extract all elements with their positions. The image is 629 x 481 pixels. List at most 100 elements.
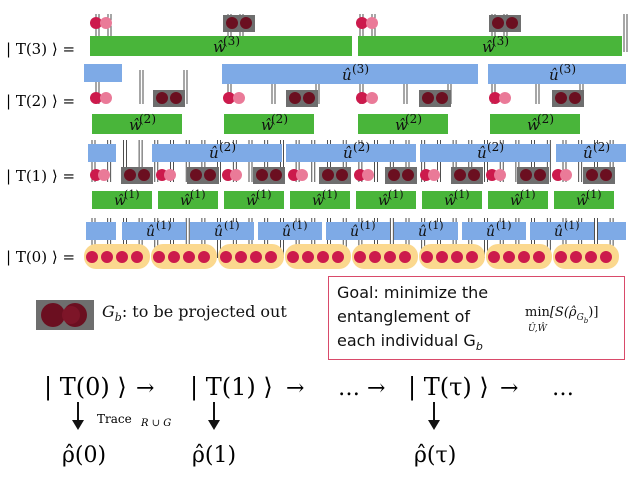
u1-gate xyxy=(394,222,458,240)
w3-gate xyxy=(90,36,352,56)
gb-dot xyxy=(336,169,348,181)
u1-gate xyxy=(190,222,254,240)
u2-gate-label: û xyxy=(209,144,219,162)
t3-dot xyxy=(366,17,378,29)
u1-gate-label: û xyxy=(146,224,155,240)
goal-line-3-sub: b xyxy=(475,340,483,354)
site-dot xyxy=(250,251,262,263)
w3-gate-sup: (3) xyxy=(223,34,240,48)
down-arrow-tau xyxy=(428,402,440,430)
u1-gate-sup: (1) xyxy=(360,219,376,232)
flow-dots-end: … xyxy=(552,376,574,401)
u1-gate xyxy=(598,222,626,240)
u1-gate xyxy=(122,222,186,240)
gb-dot xyxy=(289,92,301,104)
w1-gate-label: ŵ xyxy=(246,193,258,209)
gb-dot xyxy=(492,17,504,29)
site-dot xyxy=(302,251,314,263)
t1-dot xyxy=(560,169,572,181)
w1-gate xyxy=(356,191,416,209)
u1-gate-label: û xyxy=(350,224,359,240)
site-dot xyxy=(86,251,98,263)
w2-gate-sup: (2) xyxy=(139,112,156,126)
state-label-t2: | T(2) ⟩ = xyxy=(6,92,75,110)
u3-gate-label: û xyxy=(342,66,352,84)
w1-gate-label: ŵ xyxy=(510,193,522,209)
w1-gate xyxy=(554,191,614,209)
w1-gate-sup: (1) xyxy=(322,188,338,201)
site-dot xyxy=(570,251,582,263)
goal-formula: min Û,Ŵ [S(ρ̂Gb)] xyxy=(525,305,598,335)
t2-dot xyxy=(90,92,102,104)
gb-dot xyxy=(388,169,400,181)
gb-dot xyxy=(506,17,518,29)
w1-gate-sup: (1) xyxy=(454,188,470,201)
u1-gate-sup: (1) xyxy=(224,219,240,232)
formula-end: )] xyxy=(588,305,599,320)
down-arrow-1 xyxy=(208,402,220,430)
u1-gate-label: û xyxy=(554,224,563,240)
gb-dot xyxy=(569,92,581,104)
w2-gate xyxy=(224,114,314,134)
goal-box: Goal: minimize the entanglement of each … xyxy=(328,276,625,360)
t1-dot xyxy=(230,169,242,181)
gb-dot xyxy=(468,169,480,181)
w1-gate-label: ŵ xyxy=(444,193,456,209)
legend-gb-sub: b xyxy=(114,311,122,325)
t1-dot xyxy=(98,169,110,181)
formula-min: min xyxy=(525,305,550,320)
site-dot xyxy=(198,251,210,263)
u3-gate xyxy=(488,64,626,84)
gb-dot xyxy=(270,169,282,181)
u1-gate-sup: (1) xyxy=(292,219,308,232)
t2-dot xyxy=(356,92,368,104)
down-arrow-0 xyxy=(72,402,84,430)
flow-ket-1: | T(1) ⟩ xyxy=(190,373,273,402)
gb-dot xyxy=(322,169,334,181)
formula-under: Û,Ŵ xyxy=(527,324,547,334)
w1-gate-sup: (1) xyxy=(190,188,206,201)
site-dot xyxy=(466,251,478,263)
site-dot xyxy=(369,251,381,263)
u2-gate-label: û xyxy=(477,144,487,162)
flow-ket-tau: | T(τ) ⟩ xyxy=(408,373,489,402)
site-dot xyxy=(600,251,612,263)
u1-gate xyxy=(462,222,526,240)
goal-text: Goal: minimize the entanglement of each … xyxy=(337,281,527,359)
gb-dot xyxy=(156,92,168,104)
site-dot xyxy=(533,251,545,263)
w2-gate-label: ŵ xyxy=(261,116,274,134)
site-dot xyxy=(235,251,247,263)
t3-dot xyxy=(356,17,368,29)
u1-gate-sup: (1) xyxy=(496,219,512,232)
t3-dot xyxy=(90,17,102,29)
w1-gate xyxy=(422,191,482,209)
u1-gate-label: û xyxy=(282,224,291,240)
legend-gb-desc: : to be projected out xyxy=(121,302,287,321)
site-dot xyxy=(317,251,329,263)
gb-dot xyxy=(600,169,612,181)
flow-ket-0: | T(0) ⟩ xyxy=(44,373,127,402)
gb-dot xyxy=(138,169,150,181)
site-dot xyxy=(332,251,344,263)
rho-1: ρ̂(1) xyxy=(192,443,236,468)
flow-dots-arrow: … → xyxy=(338,376,385,401)
u1-gate-sup: (1) xyxy=(564,219,580,232)
site-dot xyxy=(555,251,567,263)
formula-sub: Gb xyxy=(577,313,589,325)
t1-dot xyxy=(494,169,506,181)
formula-body: [S(ρ̂ xyxy=(549,305,577,320)
site-dot xyxy=(131,251,143,263)
site-dot xyxy=(518,251,530,263)
u2-gate xyxy=(286,144,416,162)
u3-gate-label: û xyxy=(549,66,559,84)
gb-dot xyxy=(586,169,598,181)
dots-layer xyxy=(86,15,615,263)
w1-gate-sup: (1) xyxy=(256,188,272,201)
u1-gate xyxy=(530,222,594,240)
site-dot xyxy=(354,251,366,263)
w3-gate-label: ŵ xyxy=(213,38,226,56)
w1-gate xyxy=(488,191,548,209)
gb-dot xyxy=(240,17,252,29)
